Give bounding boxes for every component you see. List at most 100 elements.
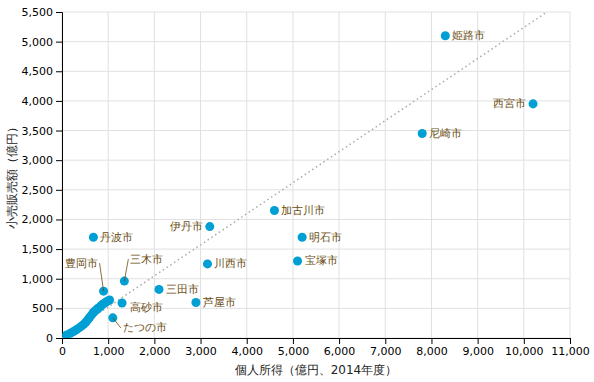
y-tick: 3,000 bbox=[22, 154, 63, 167]
grid-line-y bbox=[62, 41, 570, 42]
x-tick-label: 11,000 bbox=[551, 345, 590, 358]
annotation-label: たつの市 bbox=[123, 321, 167, 334]
x-tick-mark bbox=[108, 338, 109, 344]
grid-line-y bbox=[62, 160, 570, 161]
y-tick-label: 500 bbox=[32, 302, 53, 315]
x-tick: 2,000 bbox=[139, 338, 171, 358]
grid-line-y bbox=[62, 219, 570, 220]
y-tick-mark bbox=[56, 249, 62, 250]
x-tick: 10,000 bbox=[505, 338, 544, 358]
y-axis-title: 小売販売額（億円） bbox=[5, 121, 19, 229]
grid-line-x bbox=[385, 12, 386, 338]
leader-line bbox=[124, 259, 128, 281]
y-tick: 4,000 bbox=[22, 95, 63, 108]
y-tick-mark bbox=[56, 101, 62, 102]
x-axis-title: 個人所得（億円、2014年度） bbox=[235, 363, 398, 377]
scatter-point bbox=[154, 285, 163, 294]
x-tick-mark bbox=[247, 338, 248, 344]
annotation-label: 西宮市 bbox=[493, 97, 526, 110]
annotation-label: 三田市 bbox=[166, 283, 199, 296]
y-tick-label: 4,000 bbox=[22, 95, 54, 108]
grid-line-y bbox=[62, 12, 570, 13]
annotation-label: 宝塚市 bbox=[305, 254, 338, 267]
leader-line bbox=[100, 263, 104, 291]
annotation-label: 姫路市 bbox=[452, 29, 485, 42]
x-tick-mark bbox=[293, 338, 294, 344]
annotation-label: 豊岡市 bbox=[65, 257, 98, 270]
scatter-point bbox=[270, 206, 279, 215]
x-tick: 11,000 bbox=[551, 338, 590, 358]
grid-line-x bbox=[200, 12, 201, 338]
x-tick: 8,000 bbox=[416, 338, 448, 358]
x-tick: 6,000 bbox=[324, 338, 356, 358]
y-axis: 0 500 1,000 1,500 2,000 2,500 3,000 3,500 4,000 4… bbox=[22, 6, 63, 345]
annotation-label: 加古川市 bbox=[281, 204, 325, 217]
x-tick-mark bbox=[339, 338, 340, 344]
grid-line-x bbox=[246, 12, 247, 338]
grid bbox=[62, 12, 570, 338]
y-tick: 0 bbox=[46, 332, 62, 345]
grid-line-x bbox=[431, 12, 432, 338]
x-tick-label: 4,000 bbox=[231, 345, 263, 358]
scatter-point bbox=[105, 296, 114, 305]
grid-line-x bbox=[477, 12, 478, 338]
y-tick-label: 2,000 bbox=[22, 213, 54, 226]
x-tick-label: 10,000 bbox=[505, 345, 544, 358]
y-axis-line bbox=[56, 13, 63, 339]
x-tick: 5,000 bbox=[278, 338, 310, 358]
annotation-label: 三木市 bbox=[130, 253, 163, 266]
chart-container: 0 1,000 2,000 3,000 4,000 5,000 6,000 7,000 8,00… bbox=[0, 0, 594, 382]
grid-line-x bbox=[292, 12, 293, 338]
x-tick: 1,000 bbox=[93, 338, 125, 358]
marks bbox=[62, 12, 547, 338]
y-tick-label: 4,500 bbox=[22, 65, 54, 78]
y-tick-label: 5,000 bbox=[22, 36, 54, 49]
annotation-label: 伊丹市 bbox=[170, 220, 203, 233]
grid-line-x bbox=[339, 12, 340, 338]
x-axis: 01,0002,0003,0004,0005,0006,0007,0008,00… bbox=[59, 338, 590, 358]
annotation-label: 明石市 bbox=[309, 231, 342, 244]
y-tick-label: 3,000 bbox=[22, 154, 54, 167]
y-tick-mark bbox=[56, 42, 62, 43]
y-tick-mark bbox=[56, 338, 62, 339]
y-tick-label: 1,500 bbox=[22, 243, 54, 256]
scatter-point bbox=[441, 31, 450, 40]
grid-line-y bbox=[62, 278, 570, 279]
scatter-point bbox=[89, 233, 98, 242]
x-tick-label: 8,000 bbox=[416, 345, 448, 358]
scatter-point bbox=[529, 99, 538, 108]
x-tick-mark bbox=[570, 338, 571, 344]
x-tick-mark bbox=[385, 338, 386, 344]
x-axis-line bbox=[63, 339, 571, 345]
grid-line-y bbox=[62, 71, 570, 72]
x-tick-label: 7,000 bbox=[370, 345, 402, 358]
x-tick-mark bbox=[524, 338, 525, 344]
x-tick-mark bbox=[478, 338, 479, 344]
y-tick-mark bbox=[56, 190, 62, 191]
x-tick-mark bbox=[201, 338, 202, 344]
leader-line bbox=[113, 318, 121, 328]
y-tick-mark bbox=[56, 131, 62, 132]
y-tick: 1,500 bbox=[22, 243, 63, 256]
y-tick-label: 1,000 bbox=[22, 273, 54, 286]
x-tick-label: 2,000 bbox=[139, 345, 171, 358]
annotation-label: 尼崎市 bbox=[429, 127, 462, 140]
scatter-point bbox=[120, 277, 129, 286]
x-tick: 0 bbox=[59, 338, 66, 358]
x-tick: 9,000 bbox=[462, 338, 494, 358]
y-tick-label: 0 bbox=[46, 332, 53, 345]
x-tick-mark bbox=[154, 338, 155, 344]
chart-svg: 0 1,000 2,000 3,000 4,000 5,000 6,000 7,000 8,00… bbox=[0, 0, 594, 382]
grid-line-x bbox=[108, 12, 109, 338]
y-tick-mark bbox=[56, 279, 62, 280]
y-tick: 5,500 bbox=[22, 6, 63, 19]
x-tick-label: 9,000 bbox=[462, 345, 494, 358]
y-tick: 500 bbox=[32, 302, 62, 315]
y-tick-label: 3,500 bbox=[22, 125, 54, 138]
scatter-point bbox=[418, 129, 427, 138]
scatter-point bbox=[203, 259, 212, 268]
y-tick: 2,500 bbox=[22, 184, 63, 197]
x-tick-label: 0 bbox=[59, 345, 66, 358]
x-tick: 7,000 bbox=[370, 338, 402, 358]
scatter-point bbox=[108, 313, 117, 322]
